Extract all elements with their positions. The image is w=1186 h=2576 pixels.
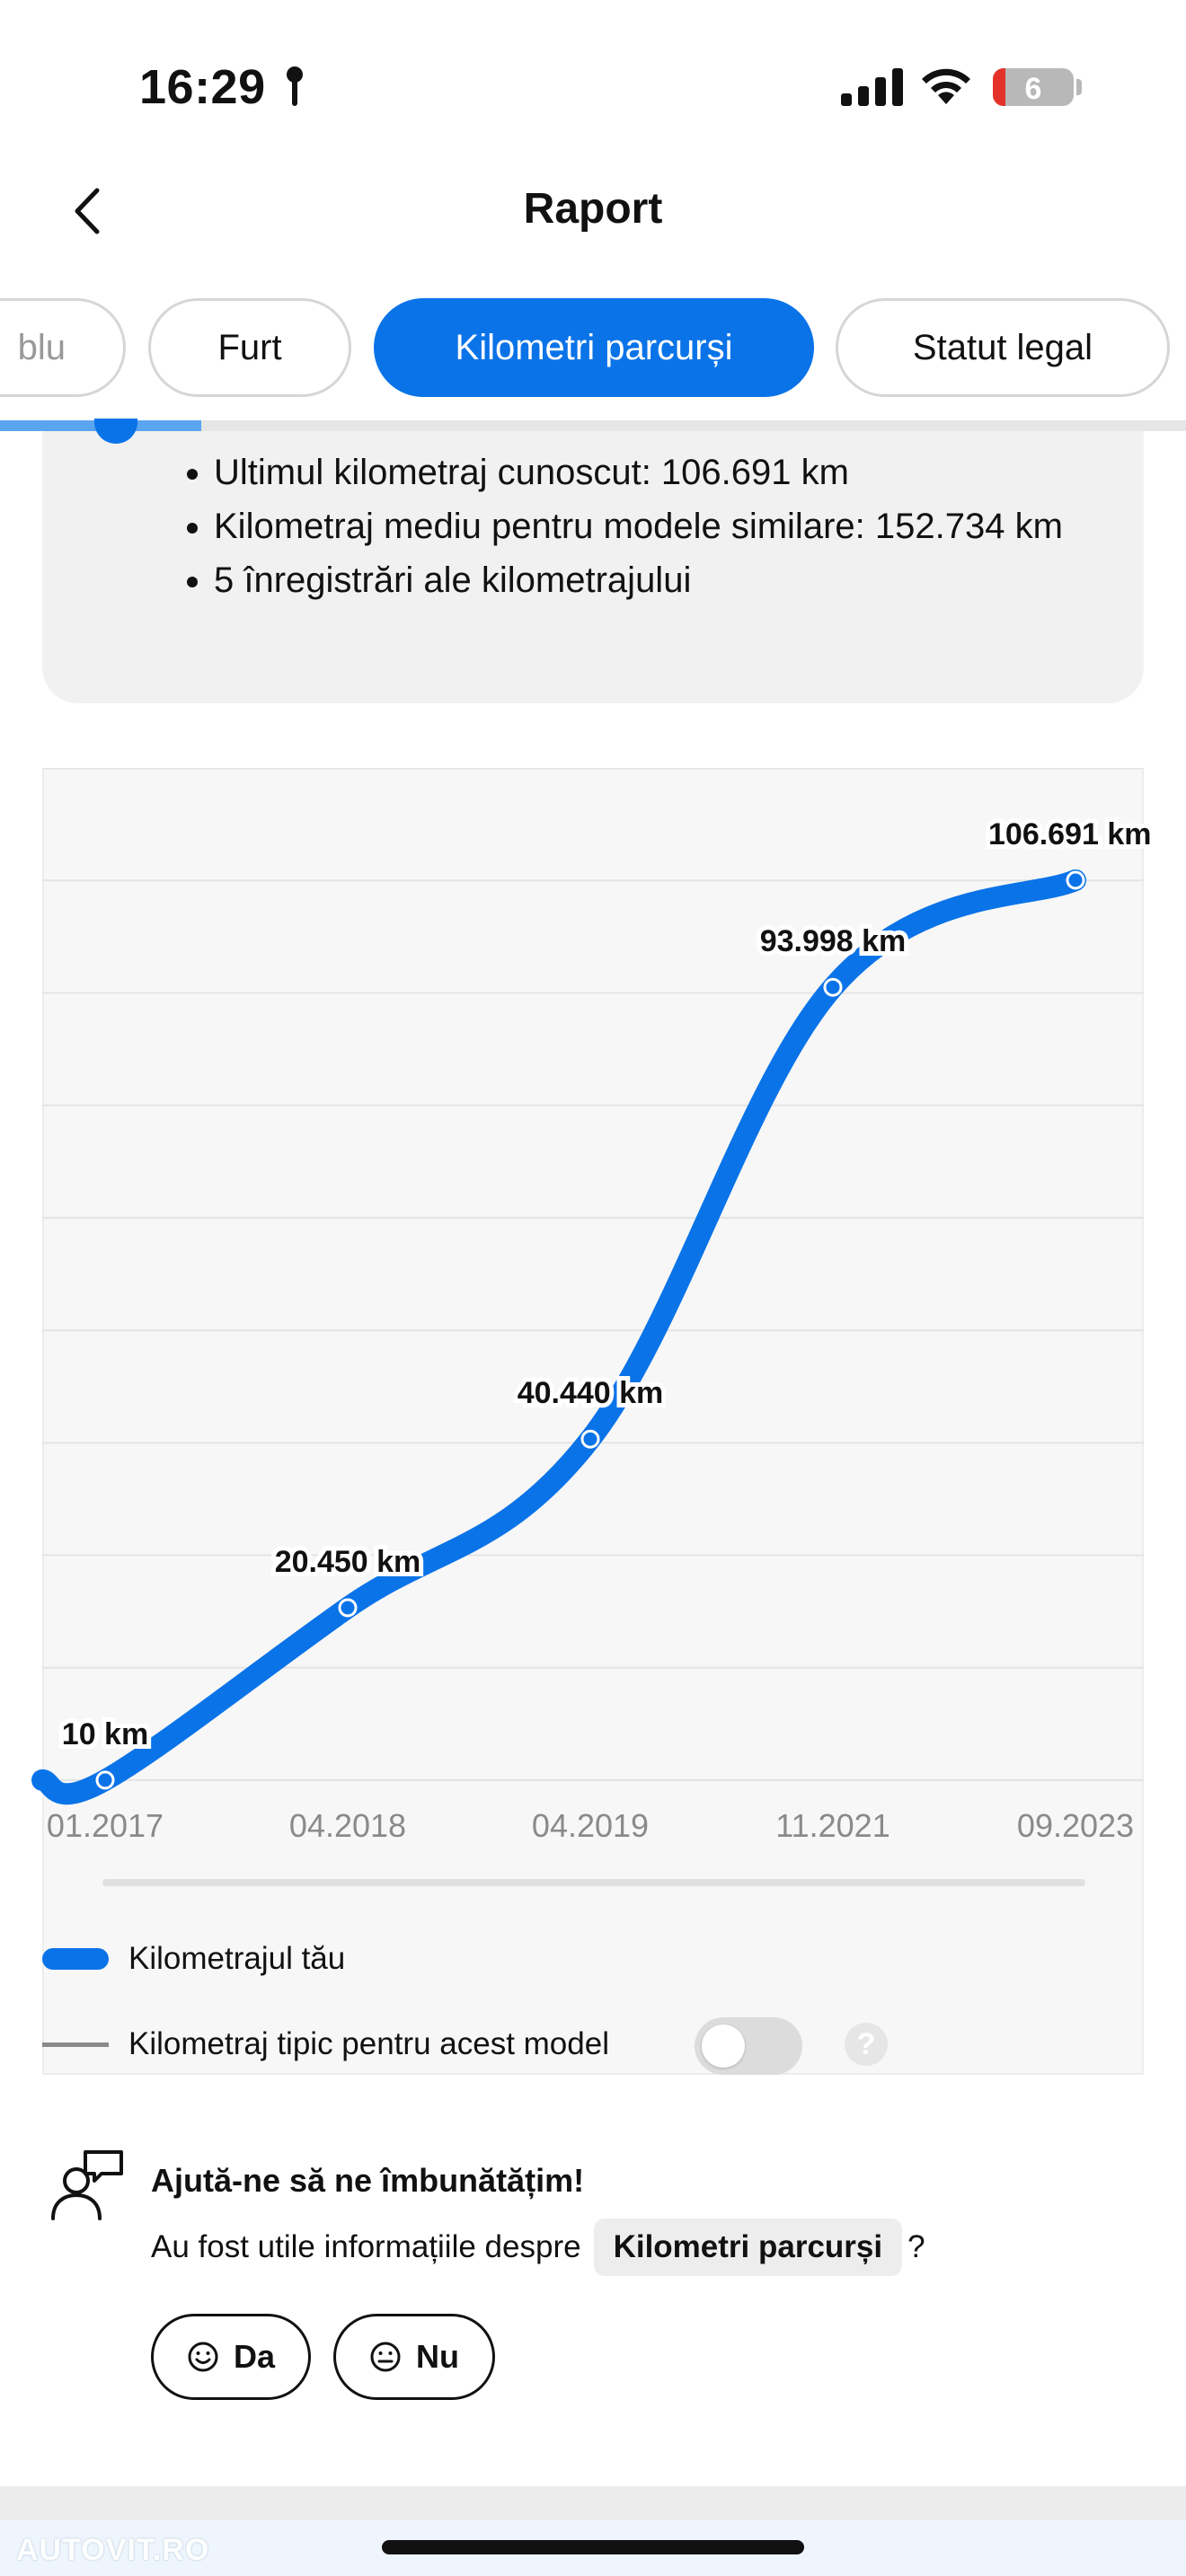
- chart-data-label: 93.998 km: [760, 924, 907, 958]
- chevron-left-icon: [75, 188, 100, 234]
- tab-label: Kilometri parcurși: [455, 327, 733, 367]
- tab-bar: blu Furt Kilometri parcurși Statut legal: [0, 298, 1186, 399]
- feedback-topic-chip: Kilometri parcurși: [593, 2219, 903, 2276]
- status-time: 16:29: [139, 60, 266, 114]
- feedback-question: Au fost utile informațiile despre Kilome…: [151, 2219, 925, 2276]
- mileage-chart: 10 km 20.450 km 40.440 km 93.998 km 106.691 …: [31, 768, 1156, 1805]
- legend-label: Kilometrajul tău: [128, 1941, 346, 1976]
- x-tick-label: 04.2019: [531, 1807, 650, 1844]
- chart-series-line: [31, 869, 1086, 1805]
- battery-icon: 6: [993, 68, 1074, 106]
- tab-partial[interactable]: blu: [0, 298, 126, 397]
- footer-divider: [0, 2486, 1186, 2520]
- tab-label: Statut legal: [912, 327, 1093, 367]
- page-title: Raport: [523, 185, 663, 233]
- neutral-face-icon: [370, 2342, 401, 2372]
- feedback-yes-label: Da: [233, 2338, 276, 2375]
- watermark-logo: AUTOVIT.RO: [16, 2533, 210, 2567]
- x-tick-label: 09.2023: [1016, 1807, 1135, 1844]
- typical-mileage-toggle[interactable]: [695, 2017, 802, 2075]
- chart-point[interactable]: [338, 1598, 358, 1618]
- tab-furt[interactable]: Furt: [148, 298, 351, 397]
- chart-scrollbar[interactable]: [102, 1879, 1085, 1886]
- legend-swatch: [42, 2042, 109, 2047]
- feedback-question-text: Au fost utile informațiile despre: [151, 2229, 581, 2264]
- wifi-icon: [922, 68, 970, 104]
- tab-statut-legal[interactable]: Statut legal: [836, 298, 1170, 397]
- x-tick-label: 11.2021: [775, 1807, 890, 1844]
- summary-card: Ultimul kilometraj cunoscut: 106.691 km …: [42, 419, 1144, 703]
- tab-label: Furt: [217, 327, 282, 367]
- summary-list: Ultimul kilometraj cunoscut: 106.691 km …: [171, 446, 1123, 607]
- chart-point[interactable]: [823, 977, 843, 997]
- feedback-no-label: Nu: [416, 2338, 459, 2375]
- smile-icon: [188, 2342, 218, 2372]
- feedback-person-icon: [51, 2150, 123, 2220]
- chart-data-labels: 10 km 20.450 km 40.440 km 93.998 km 106.691 …: [58, 813, 1156, 1756]
- chart-x-axis: 01.2017 04.2018 04.2019 11.2021 09.2023: [0, 1807, 1186, 1852]
- chart-data-label: 106.691 km: [988, 817, 1152, 851]
- tab-label: blu: [17, 327, 66, 367]
- summary-item-average-mileage: Kilometraj mediu pentru modele similare:…: [214, 499, 1123, 553]
- tab-scroll-indicator: [0, 420, 1186, 431]
- x-tick-label: 01.2017: [46, 1807, 164, 1844]
- summary-marker-icon: [94, 419, 137, 444]
- back-button[interactable]: [61, 180, 115, 243]
- chart-point[interactable]: [1066, 870, 1085, 890]
- chart-point[interactable]: [580, 1429, 600, 1449]
- tab-kilometri-parcursi[interactable]: Kilometri parcurși: [374, 298, 814, 397]
- feedback-question-mark: ?: [907, 2229, 925, 2264]
- legend-item-typical-mileage: Kilometraj tipic pentru acest model: [42, 2017, 609, 2071]
- legend-swatch: [42, 1948, 109, 1970]
- battery-tip: [1076, 79, 1082, 95]
- summary-item-record-count: 5 înregistrări ale kilometrajului: [214, 553, 1123, 607]
- home-indicator[interactable]: [382, 2540, 804, 2554]
- chart-grid: [42, 768, 1144, 1781]
- feedback-no-button[interactable]: Nu: [333, 2314, 495, 2400]
- chart-data-label: 10 km: [62, 1717, 148, 1751]
- signal-icon: [841, 68, 903, 106]
- status-bar: 16:29 6: [0, 0, 1186, 171]
- battery-level: 6: [1024, 72, 1042, 106]
- chart-data-label: 40.440 km: [518, 1376, 664, 1410]
- legend-item-your-mileage: Kilometrajul tău: [42, 1932, 345, 1986]
- chart-data-label: 20.450 km: [275, 1545, 421, 1579]
- feedback-title: Ajută-ne să ne îmbunătățim!: [151, 2162, 585, 2199]
- x-tick-label: 04.2018: [288, 1807, 407, 1844]
- legend-label: Kilometraj tipic pentru acest model: [128, 2026, 609, 2061]
- chart-point[interactable]: [95, 1770, 115, 1790]
- chart-points: [95, 870, 1085, 1790]
- help-icon[interactable]: ?: [845, 2023, 888, 2066]
- summary-item-last-mileage: Ultimul kilometraj cunoscut: 106.691 km: [214, 446, 1123, 499]
- location-icon: [287, 66, 303, 106]
- feedback-yes-button[interactable]: Da: [151, 2314, 311, 2400]
